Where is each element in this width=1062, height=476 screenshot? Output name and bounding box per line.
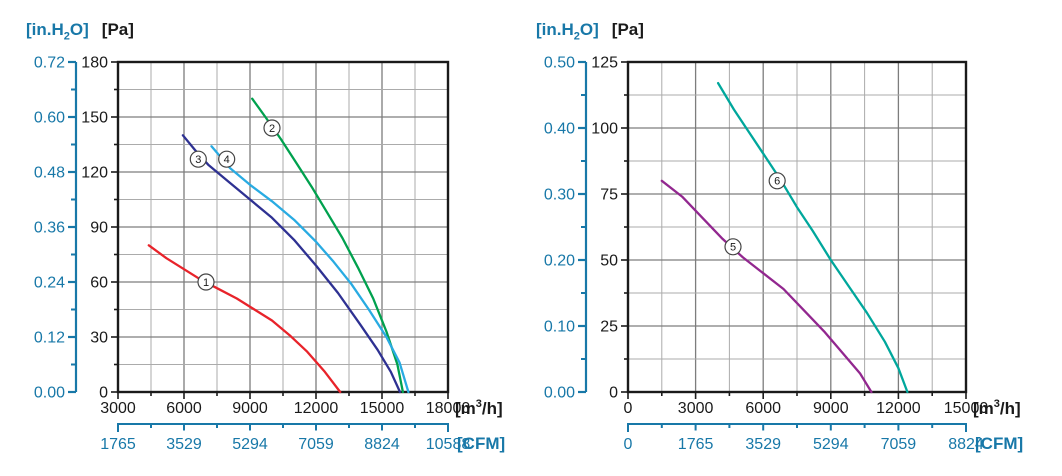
inh2o-tick-label: 0.20 [544, 253, 575, 270]
pressure-unit-primary-label: [Pa] [101, 20, 134, 39]
curve-2-path [251, 97, 405, 394]
left-chart-header: [in.H2O] [Pa] [26, 20, 134, 42]
cfm-tick-label: 7059 [881, 436, 917, 453]
curve-1-label-circle [197, 273, 215, 291]
y-tick-label: 180 [81, 55, 108, 72]
curve-1-label-number: 1 [203, 277, 209, 289]
x-tick-label: 18000 [426, 400, 471, 417]
x-tick-label: 12000 [294, 400, 339, 417]
cfm-tick-label: 1765 [678, 436, 714, 453]
curve-6-label-circle [768, 172, 786, 190]
cfm-tick-label: 3529 [745, 436, 781, 453]
y-tick-label: 90 [90, 220, 108, 237]
cfm-tick-label: 1765 [100, 436, 136, 453]
y-tick-label: 30 [90, 330, 108, 347]
curve-6-path [716, 81, 909, 394]
cfm-tick-label: 3529 [166, 436, 202, 453]
curve-5-label-circle [724, 238, 742, 256]
inh2o-tick-label: 0.12 [34, 330, 65, 347]
x-tick-label: 6000 [166, 400, 202, 417]
cfm-tick-label: 10588 [426, 436, 471, 453]
fan-curves-chart-left: 3000 6000 9000 12000 15000 180001801501209060… [34, 55, 505, 454]
inh2o-tick-label: 0.00 [34, 385, 65, 402]
y-tick-label: 120 [81, 165, 108, 182]
curve-3-label-number: 3 [195, 154, 201, 166]
x-tick-label: 3000 [678, 400, 714, 417]
inh2o-tick-label: 0.72 [34, 55, 65, 72]
right-chart-header: [in.H2O] [Pa] [536, 20, 644, 42]
y-tick-label: 125 [591, 55, 618, 72]
x-tick-label: 9000 [232, 400, 268, 417]
inh2o-tick-label: 0.30 [544, 187, 575, 204]
flow-unit-secondary-label: [CFM] [975, 434, 1023, 453]
cfm-tick-label: 5294 [232, 436, 268, 453]
x-tick-label: 3000 [100, 400, 136, 417]
pressure-unit-secondary-label: [in.H2O] [536, 20, 599, 43]
pressure-unit-primary-label: [Pa] [611, 20, 644, 39]
inh2o-tick-label: 0.00 [544, 385, 575, 402]
x-tick-label: 15000 [944, 400, 989, 417]
curve-4-label-number: 4 [224, 154, 230, 166]
curve-5-path [660, 179, 873, 394]
cfm-tick-label: 5294 [813, 436, 849, 453]
inh2o-tick-label: 0.36 [34, 220, 65, 237]
pressure-unit-secondary-label: [in.H2O] [26, 20, 89, 43]
x-tick-label: 12000 [876, 400, 921, 417]
cfm-tick-label: 8824 [948, 436, 984, 453]
fan-curves-chart-right: 0 3000 6000 9000 12000 1500012510075502500.50… [544, 55, 1023, 454]
y-tick-label: 25 [600, 319, 618, 336]
cfm-tick-label: 7059 [298, 436, 334, 453]
y-tick-label: 50 [600, 253, 618, 270]
cfm-tick-label: 8824 [364, 436, 400, 453]
curve-2-label-circle [263, 119, 281, 137]
y-tick-label: 75 [600, 187, 618, 204]
flow-unit-primary-label: [m3/h] [973, 398, 1021, 418]
y-tick-label: 150 [81, 110, 108, 127]
x-tick-label: 15000 [360, 400, 405, 417]
curve-4-path [210, 145, 410, 394]
curve-6-label-number: 6 [774, 176, 780, 188]
x-tick-label: 0 [624, 400, 633, 417]
y-tick-label: 0 [99, 385, 108, 402]
curve-3-path [181, 134, 402, 394]
curve-3-label-circle [189, 150, 207, 168]
inh2o-tick-label: 0.24 [34, 275, 65, 292]
curve-1-path [147, 244, 342, 394]
inh2o-tick-label: 0.60 [34, 110, 65, 127]
flow-unit-primary-label: [m3/h] [455, 398, 503, 418]
curve-4-label-circle [218, 150, 236, 168]
flow-unit-secondary-label: [CFM] [457, 434, 505, 453]
x-tick-label: 6000 [745, 400, 781, 417]
y-tick-label: 0 [609, 385, 618, 402]
inh2o-tick-label: 0.48 [34, 165, 65, 182]
inh2o-tick-label: 0.40 [544, 121, 575, 138]
curve-5-label-number: 5 [730, 242, 736, 254]
curve-2-label-number: 2 [269, 123, 275, 135]
inh2o-tick-label: 0.10 [544, 319, 575, 336]
y-tick-label: 100 [591, 121, 618, 138]
y-tick-label: 60 [90, 275, 108, 292]
inh2o-tick-label: 0.50 [544, 55, 575, 72]
cfm-tick-label: 0 [624, 436, 633, 453]
x-tick-label: 9000 [813, 400, 849, 417]
